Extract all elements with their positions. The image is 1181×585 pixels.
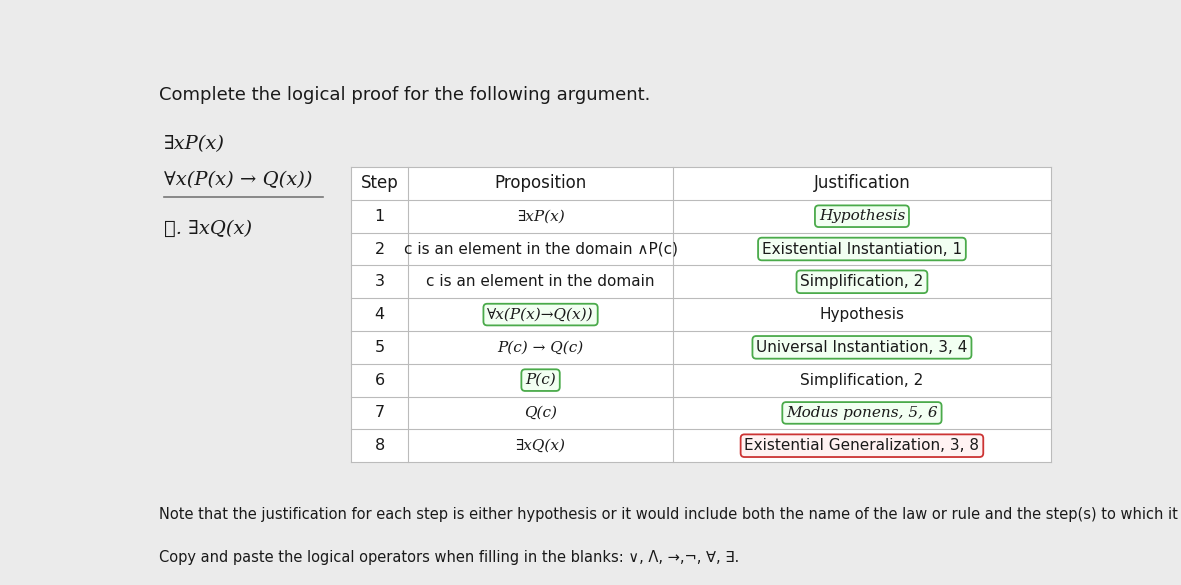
Text: P(c) → Q(c): P(c) → Q(c) bbox=[497, 340, 583, 355]
Text: 8: 8 bbox=[374, 438, 385, 453]
Text: Simplification, 2: Simplification, 2 bbox=[801, 274, 924, 290]
Text: Universal Instantiation, 3, 4: Universal Instantiation, 3, 4 bbox=[756, 340, 967, 355]
Text: ∃xP(x): ∃xP(x) bbox=[164, 136, 226, 153]
Text: Justification: Justification bbox=[814, 174, 911, 192]
Text: Complete the logical proof for the following argument.: Complete the logical proof for the follo… bbox=[158, 86, 650, 104]
Text: ∃xP(x): ∃xP(x) bbox=[517, 209, 565, 223]
Text: Proposition: Proposition bbox=[495, 174, 587, 192]
Text: Modus ponens, 5, 6: Modus ponens, 5, 6 bbox=[787, 406, 938, 420]
Text: 7: 7 bbox=[374, 405, 385, 421]
Text: c is an element in the domain: c is an element in the domain bbox=[426, 274, 654, 290]
Bar bbox=[351, 167, 1051, 462]
Text: 1: 1 bbox=[374, 209, 385, 223]
Text: ∀x(P(x) → Q(x)): ∀x(P(x) → Q(x)) bbox=[164, 171, 313, 190]
Text: Q(c): Q(c) bbox=[524, 406, 557, 420]
Text: 5: 5 bbox=[374, 340, 385, 355]
Text: c is an element in the domain ∧P(c): c is an element in the domain ∧P(c) bbox=[404, 242, 678, 256]
Text: Existential Generalization, 3, 8: Existential Generalization, 3, 8 bbox=[744, 438, 979, 453]
Text: 3: 3 bbox=[374, 274, 385, 290]
Text: Copy and paste the logical operators when filling in the blanks: ∨, Λ, →,¬, ∀, ∃: Copy and paste the logical operators whe… bbox=[158, 550, 739, 565]
Text: ∴. ∃xQ(x): ∴. ∃xQ(x) bbox=[164, 220, 253, 238]
Text: Existential Instantiation, 1: Existential Instantiation, 1 bbox=[762, 242, 963, 256]
Text: Note that the justification for each step is either hypothesis or it would inclu: Note that the justification for each ste… bbox=[158, 507, 1181, 522]
Text: Hypothesis: Hypothesis bbox=[818, 209, 905, 223]
Text: P(c): P(c) bbox=[526, 373, 556, 387]
Text: 4: 4 bbox=[374, 307, 385, 322]
Text: ∀x(P(x)→Q(x)): ∀x(P(x)→Q(x)) bbox=[488, 308, 594, 322]
Text: ∃xQ(x): ∃xQ(x) bbox=[516, 439, 566, 453]
Text: Hypothesis: Hypothesis bbox=[820, 307, 905, 322]
Text: Step: Step bbox=[360, 174, 398, 192]
Text: 2: 2 bbox=[374, 242, 385, 256]
Text: 6: 6 bbox=[374, 373, 385, 388]
Text: Simplification, 2: Simplification, 2 bbox=[801, 373, 924, 388]
